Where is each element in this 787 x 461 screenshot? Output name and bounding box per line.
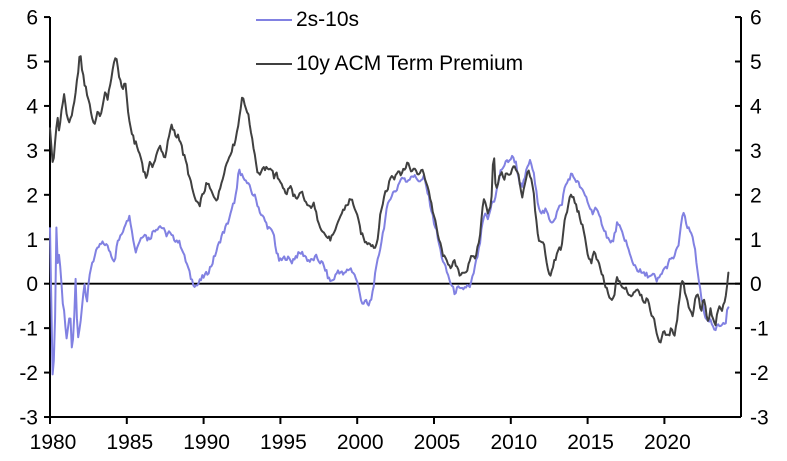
y-tick-label-right: 4 xyxy=(750,95,762,118)
x-tick-label: 1980 xyxy=(30,431,77,454)
y-tick-label-left: -2 xyxy=(19,362,38,385)
y-tick-label-right: -1 xyxy=(750,318,769,341)
y-tick-label-left: 1 xyxy=(26,229,38,252)
x-tick-label: 2020 xyxy=(644,431,691,454)
legend-item-term-premium: 10y ACM Term Premium xyxy=(256,52,523,76)
y-tick-label-right: 1 xyxy=(750,229,762,252)
y-tick-label-right: 2 xyxy=(750,184,762,207)
y-tick-label-right: 3 xyxy=(750,140,762,163)
x-tick-label: 2015 xyxy=(567,431,614,454)
x-tick-label: 1985 xyxy=(106,431,153,454)
x-tick-label: 2010 xyxy=(490,431,537,454)
y-tick-label-left: -3 xyxy=(19,407,38,430)
legend-swatch-2s10s xyxy=(256,19,292,21)
y-tick-label-left: 6 xyxy=(26,7,38,30)
legend: 2s-10s 10y ACM Term Premium xyxy=(256,8,523,96)
x-tick-label: 1990 xyxy=(183,431,230,454)
legend-item-2s10s: 2s-10s xyxy=(256,8,523,32)
x-tick-label: 2000 xyxy=(337,431,384,454)
y-tick-label-right: 6 xyxy=(750,7,762,30)
series-line-term-premium xyxy=(49,55,730,344)
x-tick-label: 2005 xyxy=(414,431,461,454)
x-tick-label: 1995 xyxy=(260,431,307,454)
y-tick-label-left: 4 xyxy=(26,95,38,118)
y-tick-label-left: 2 xyxy=(26,184,38,207)
y-tick-label-left: -1 xyxy=(19,318,38,341)
y-tick-label-left: 5 xyxy=(26,51,38,74)
series-line-2s10s xyxy=(49,154,730,376)
y-tick-label-left: 3 xyxy=(26,140,38,163)
legend-label-2s10s: 2s-10s xyxy=(296,8,360,31)
y-tick-label-right: 5 xyxy=(750,51,762,74)
legend-swatch-term-premium xyxy=(256,63,292,65)
legend-label-term-premium: 10y ACM Term Premium xyxy=(296,52,524,75)
y-tick-label-left: 0 xyxy=(26,273,38,296)
y-tick-label-right: -2 xyxy=(750,362,769,385)
y-tick-label-right: 0 xyxy=(750,273,762,296)
y-tick-label-right: -3 xyxy=(750,407,769,430)
